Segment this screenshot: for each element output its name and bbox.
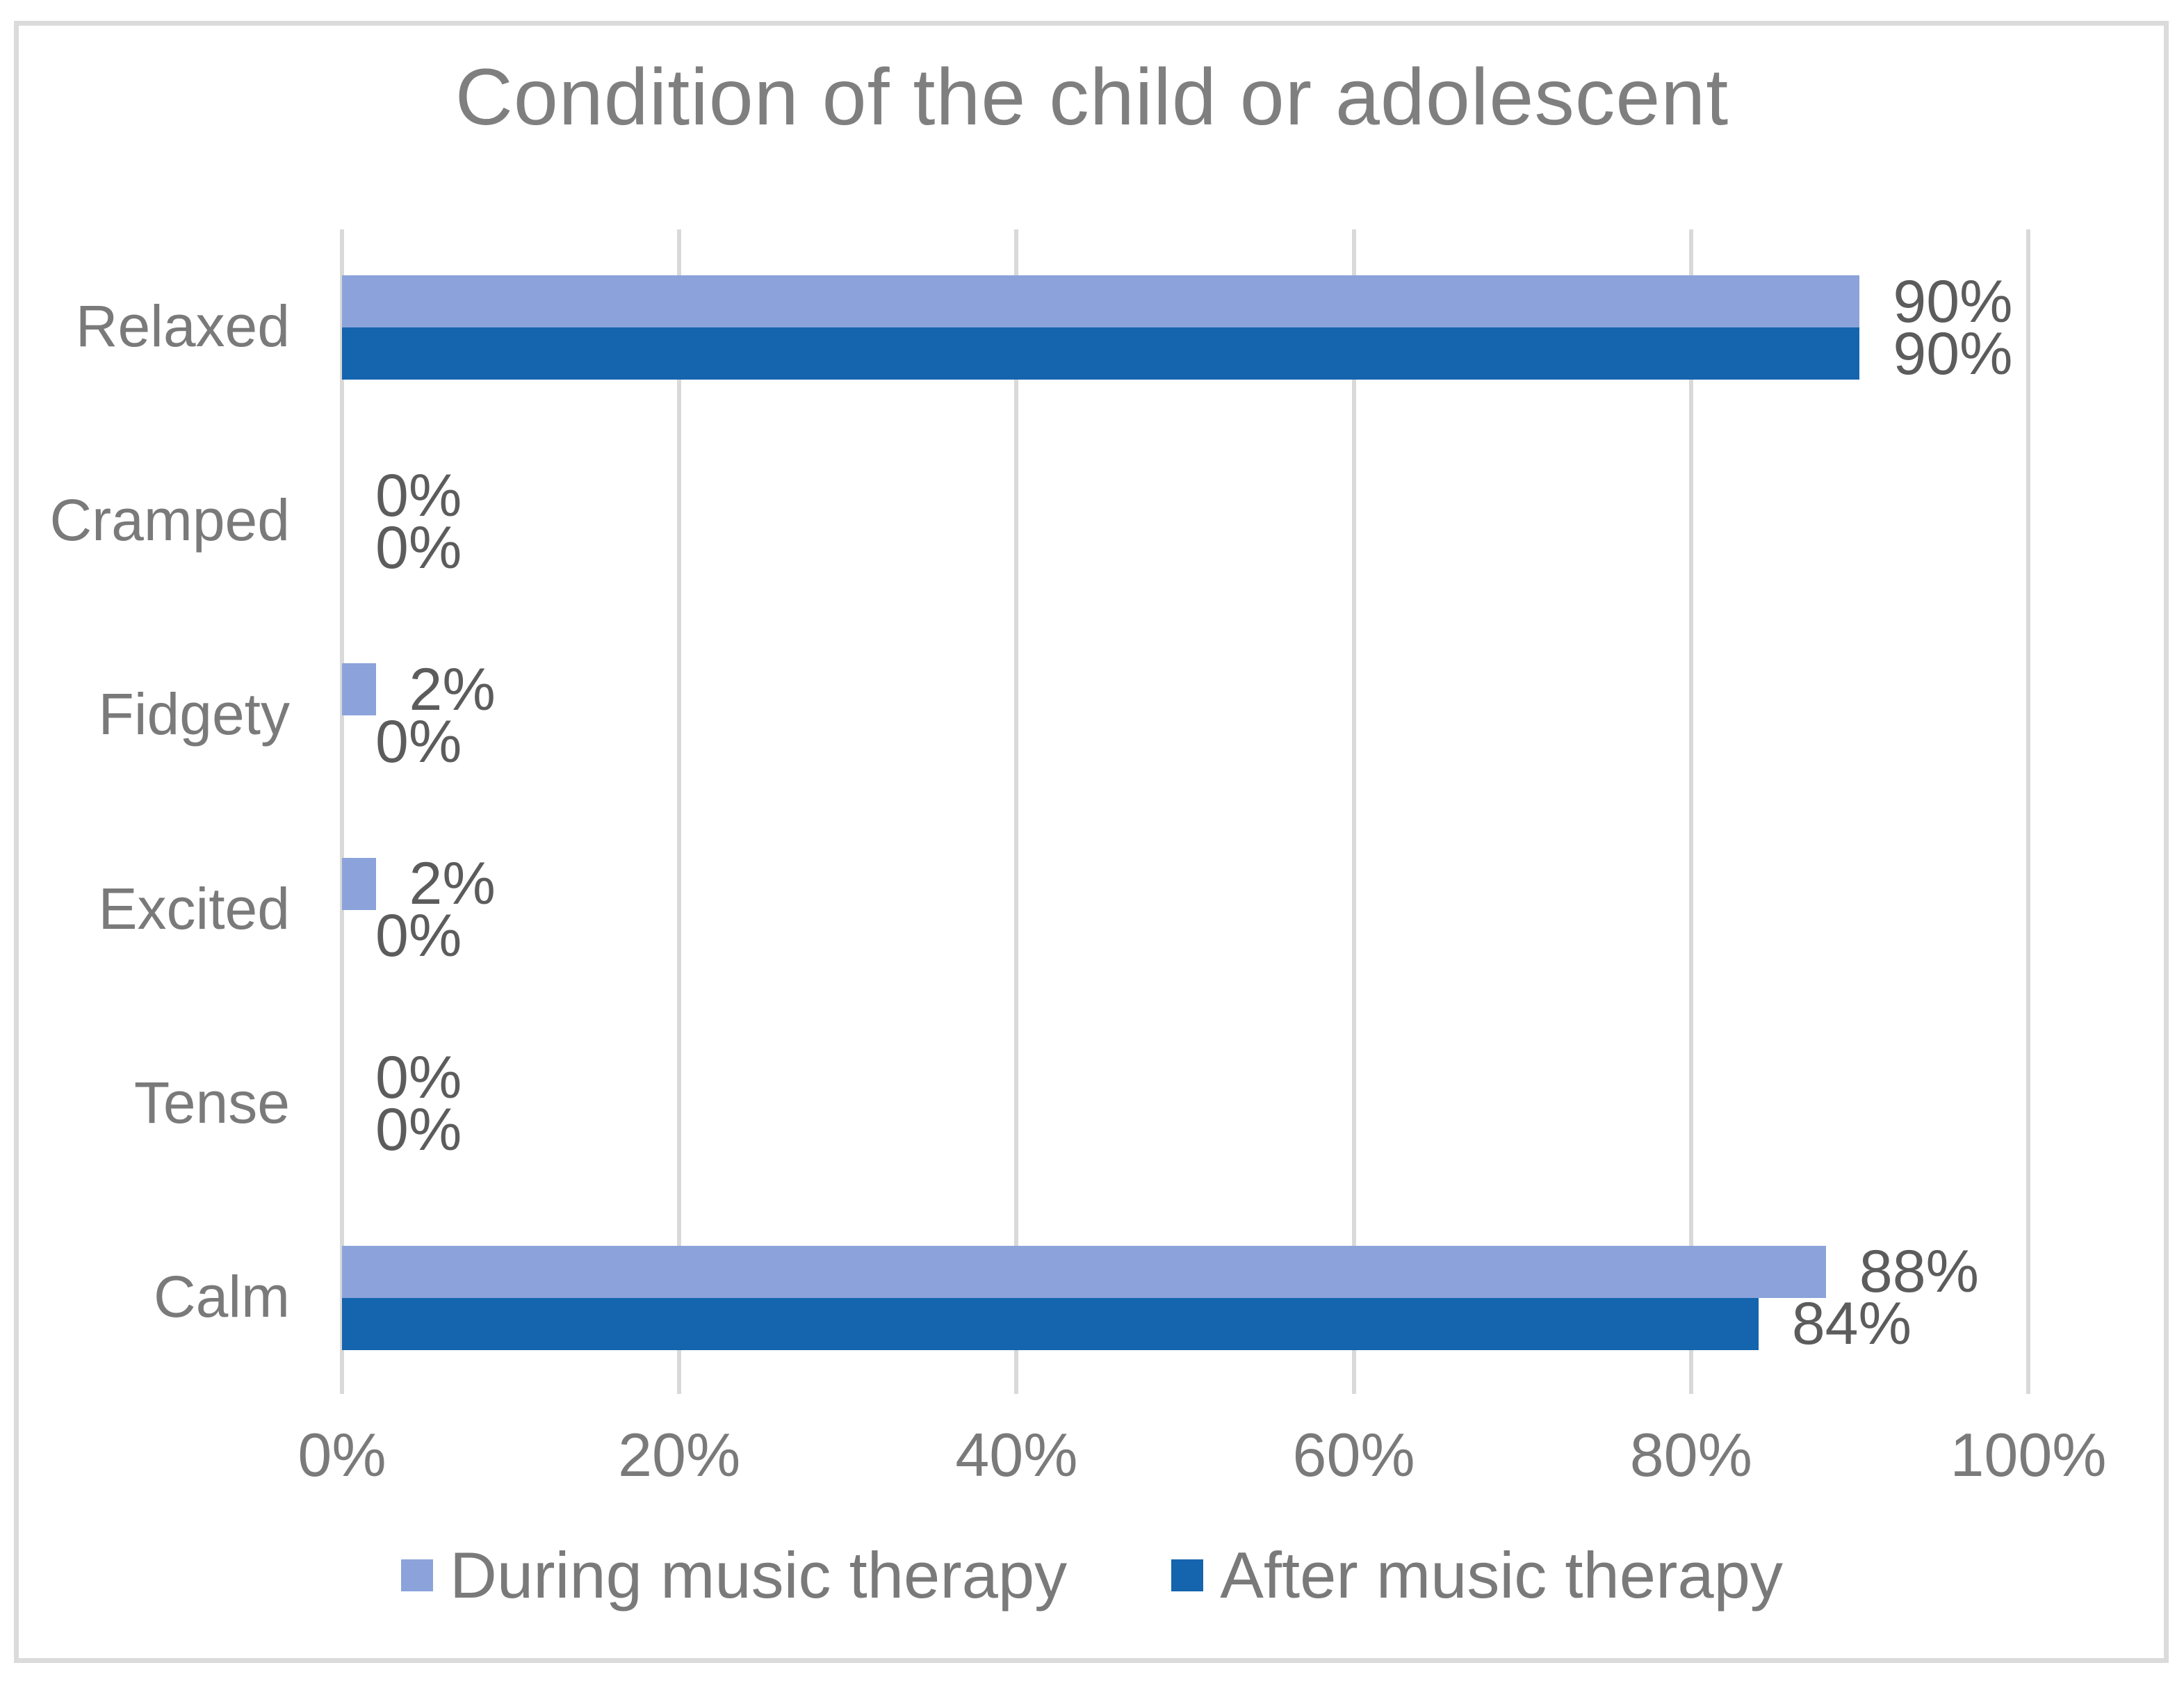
row-tense: Tense 0% 0% (134, 1006, 2028, 1200)
data-label-during-tense: 0% (375, 1044, 462, 1112)
gridline-100 (2026, 229, 2030, 1394)
bar-during-calm: 88% (342, 1242, 1979, 1301)
category-label-cramped: Cramped (49, 487, 290, 553)
data-label-after-cramped: 0% (375, 514, 462, 581)
gridline-60 (1351, 229, 1356, 1394)
chart-outer-border (14, 21, 2169, 1663)
data-label-during-relaxed: 90% (1893, 268, 2013, 335)
x-tick-100: 100% (1950, 1420, 2107, 1489)
category-label-relaxed: Relaxed (75, 293, 290, 359)
bar-during-excited: 2% (342, 854, 496, 914)
row-calm: Calm 88% 84% (154, 1200, 2028, 1394)
category-label-excited: Excited (98, 875, 290, 941)
data-label-during-cramped: 0% (375, 462, 462, 529)
x-tick-80: 80% (1629, 1420, 1752, 1489)
x-tick-0: 0% (298, 1420, 386, 1489)
data-label-after-fidgety: 0% (375, 708, 462, 775)
bar-during-relaxed: 90% (342, 272, 2013, 332)
category-label-fidgety: Fidgety (98, 681, 290, 747)
legend-label-after: After music therapy (1220, 1539, 1783, 1612)
x-axis: 0% 20% 40% 60% 80% 100% (298, 1420, 2106, 1489)
gridline-80 (1688, 229, 1693, 1394)
category-label-calm: Calm (153, 1263, 290, 1329)
data-label-during-excited: 2% (409, 850, 496, 918)
data-label-after-tense: 0% (375, 1096, 462, 1164)
row-excited: Excited 2% 0% (99, 812, 2028, 1006)
legend: During music therapy After music therapy (0, 1538, 2184, 1613)
x-tick-60: 60% (1292, 1420, 1415, 1489)
bar-after-calm: 84% (342, 1294, 1912, 1354)
data-label-after-calm: 84% (1791, 1290, 1912, 1358)
legend-label-during: During music therapy (450, 1539, 1068, 1612)
legend-item-after: After music therapy (1171, 1538, 1783, 1613)
gridline-0 (340, 229, 344, 1394)
x-tick-40: 40% (955, 1420, 1078, 1489)
data-label-after-excited: 0% (375, 902, 462, 970)
data-label-after-relaxed: 90% (1893, 320, 2013, 387)
gridline-20 (677, 229, 682, 1394)
gridline-40 (1014, 229, 1019, 1394)
bar-during-fidgety: 2% (342, 660, 496, 720)
bar-after-relaxed: 90% (342, 324, 2013, 384)
plot-area: Relaxed 90% 90% Cramped 0% 0% (50, 229, 2030, 1394)
legend-marker-after (1171, 1559, 1204, 1591)
row-cramped: Cramped 0% 0% (50, 423, 2028, 617)
category-rows: Relaxed 90% 90% Cramped 0% 0% (50, 229, 2028, 1394)
row-relaxed: Relaxed 90% 90% (76, 229, 2028, 423)
category-label-tense: Tense (133, 1069, 290, 1135)
legend-marker-during (401, 1559, 434, 1591)
data-label-during-calm: 88% (1859, 1238, 1980, 1306)
chart-title: Condition of the child or adolescent (455, 53, 1729, 142)
x-tick-20: 20% (618, 1420, 741, 1489)
data-label-during-fidgety: 2% (409, 656, 496, 723)
legend-item-during: During music therapy (401, 1538, 1067, 1613)
row-fidgety: Fidgety 2% 0% (99, 617, 2028, 811)
